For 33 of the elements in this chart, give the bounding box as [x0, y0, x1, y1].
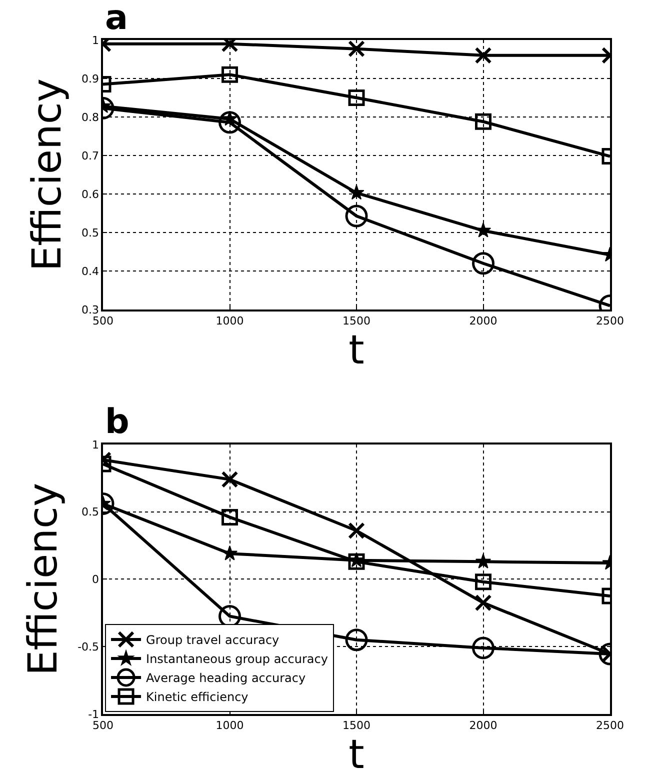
- y-tick-label: 0.6: [82, 188, 100, 201]
- legend-label: Instantaneous group accuracy: [146, 652, 328, 666]
- y-tick-label: 1: [92, 438, 100, 452]
- y-tick-label: 0.5: [82, 506, 100, 519]
- y-tick-label: 1: [92, 34, 100, 47]
- y-tick-label: 0: [92, 573, 100, 586]
- y-axis-title: Efficiency: [20, 482, 67, 676]
- x-tick-label: 1500: [342, 314, 370, 328]
- text: a: [105, 0, 128, 38]
- x-tick-label: 2000: [469, 314, 498, 328]
- x-tick-label: 2500: [596, 718, 624, 732]
- legend-label: Average heading accuracy: [146, 671, 306, 686]
- x-tick-label: 1500: [342, 718, 370, 732]
- y-tick-label: 0.4: [82, 264, 100, 278]
- y-tick-label: 0.9: [82, 72, 100, 86]
- text: b: [105, 402, 130, 442]
- x-tick-label: 1000: [216, 314, 244, 328]
- x-tick-label: 500: [92, 718, 114, 732]
- y-axis-title: Efficiency: [24, 78, 71, 272]
- y-tick-label: -0.5: [78, 640, 100, 654]
- legend-label: Kinetic efficiency: [146, 690, 248, 704]
- y-tick-label: 0.5: [82, 226, 100, 240]
- x-tick-label: 2500: [596, 314, 624, 328]
- x-tick-label: 500: [92, 314, 114, 328]
- y-tick-label: 0.7: [82, 149, 100, 162]
- legend-label: Group travel accuracy: [146, 633, 280, 648]
- y-tick-label: 0.8: [82, 110, 100, 124]
- x-tick-label: 2000: [469, 718, 498, 732]
- y-tick-label: -1: [88, 708, 100, 721]
- x-axis-title: t: [348, 732, 364, 778]
- x-axis-title: t: [348, 328, 364, 374]
- x-tick-label: 1000: [216, 718, 244, 732]
- y-tick-label: 0.3: [82, 303, 100, 316]
